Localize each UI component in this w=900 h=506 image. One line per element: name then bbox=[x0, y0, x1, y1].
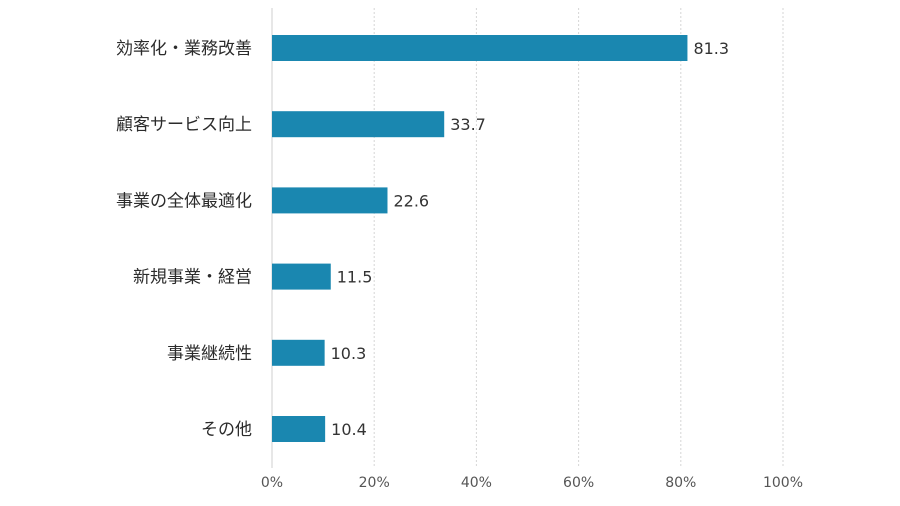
x-tick-label: 0% bbox=[261, 475, 283, 491]
value-label: 81.3 bbox=[693, 39, 729, 58]
bar bbox=[272, 111, 445, 138]
bar bbox=[272, 339, 325, 366]
value-label: 10.4 bbox=[331, 420, 367, 439]
x-tick-label: 40% bbox=[461, 475, 492, 491]
bar bbox=[272, 263, 331, 290]
x-tick-label: 60% bbox=[563, 475, 594, 491]
bar bbox=[272, 35, 688, 61]
value-label: 33.7 bbox=[450, 115, 486, 134]
x-tick-label: 100% bbox=[763, 475, 803, 491]
category-label: その他 bbox=[201, 420, 252, 440]
grid-layer bbox=[271, 8, 784, 468]
label-layer: 効率化・業務改善 81.3 顧客サービス向上 33.7 事業の全体最適化 22.6 新規事業… bbox=[116, 39, 729, 440]
bar-layer bbox=[272, 35, 688, 442]
value-label: 10.3 bbox=[331, 344, 367, 363]
category-label: 顧客サービス向上 bbox=[116, 115, 252, 135]
bar bbox=[272, 416, 326, 442]
x-axis-ticks: 0% 20% 40% 60% 80% 100% bbox=[261, 475, 803, 491]
category-label: 効率化・業務改善 bbox=[116, 39, 252, 59]
x-tick-label: 80% bbox=[665, 475, 696, 491]
value-label: 11.5 bbox=[337, 268, 373, 287]
category-label: 事業の全体最適化 bbox=[116, 191, 252, 211]
x-tick-label: 20% bbox=[359, 475, 390, 491]
category-label: 事業継続性 bbox=[167, 344, 252, 364]
bar bbox=[272, 187, 388, 214]
category-label: 新規事業・経営 bbox=[133, 268, 252, 288]
value-label: 22.6 bbox=[393, 191, 429, 210]
